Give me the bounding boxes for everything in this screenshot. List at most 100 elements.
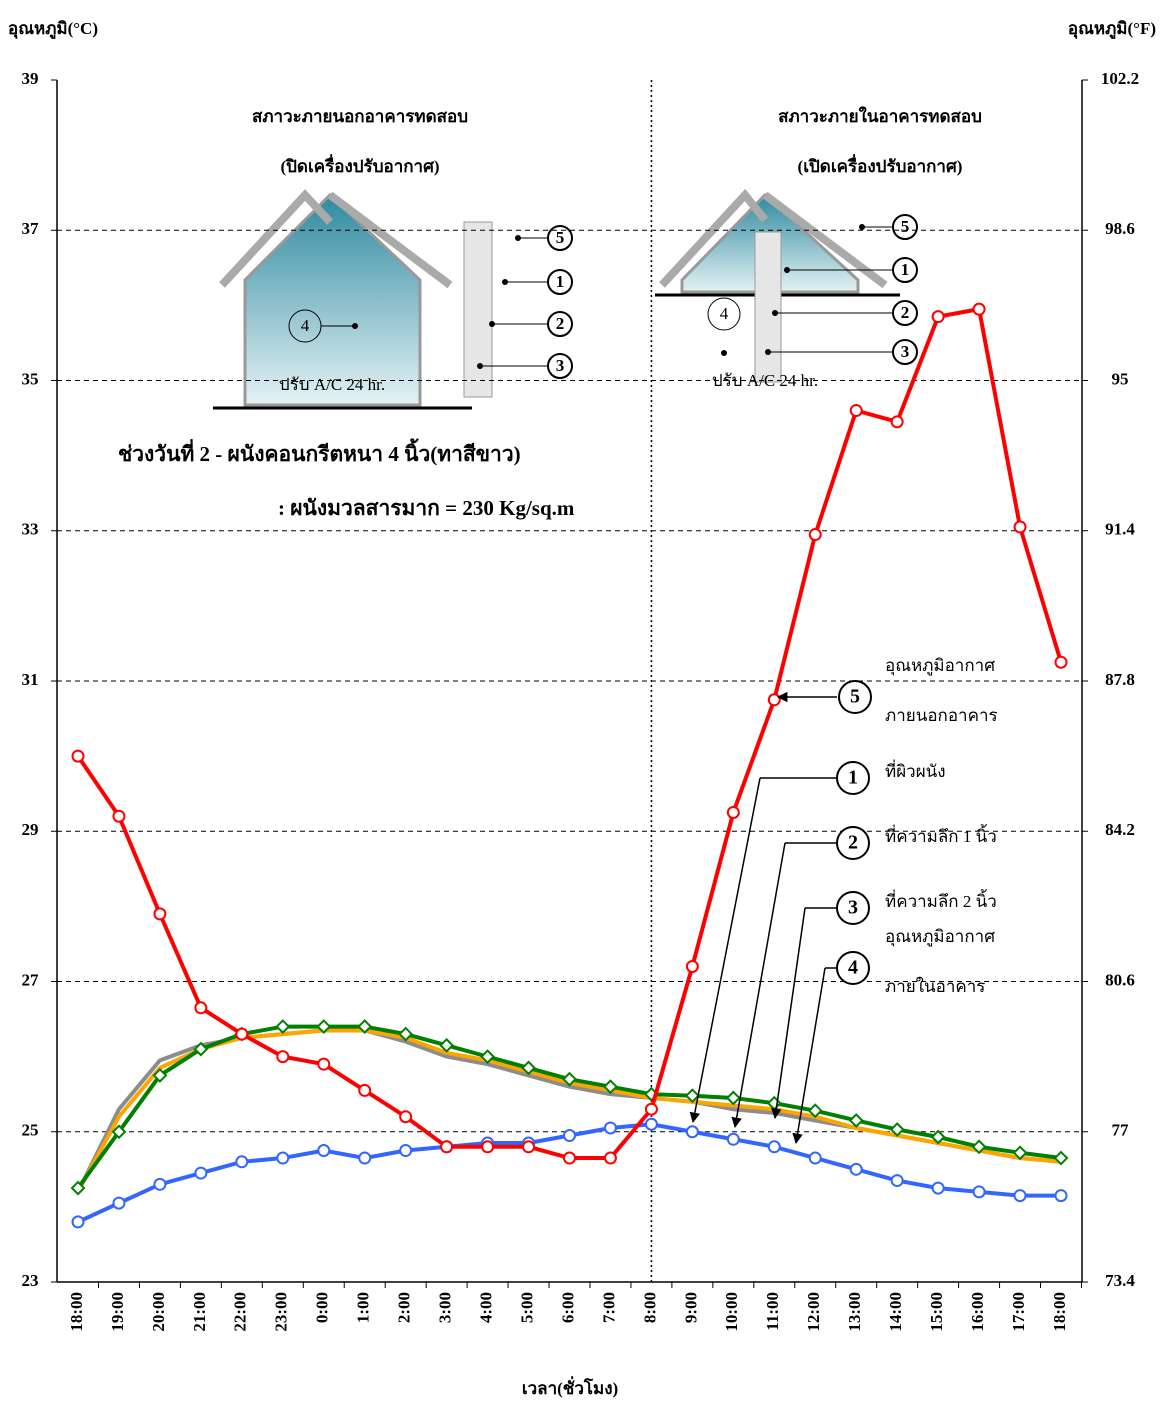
- point: [400, 1145, 411, 1156]
- chart: อุณหภูมิ(°C) อุณหภูมิ(°F) เวลา(ชั่วโมง) …: [0, 0, 1160, 1409]
- x-tick-label: 16:00: [968, 1292, 987, 1332]
- point: [687, 1126, 698, 1137]
- x-tick-label: 10:00: [722, 1292, 741, 1332]
- point: [605, 1122, 616, 1133]
- point: [933, 311, 944, 322]
- legend-number: 5: [850, 686, 860, 708]
- y-tick-label: 27: [22, 970, 40, 989]
- x-axis-label: เวลา(ชั่วโมง): [522, 1376, 618, 1398]
- diagram-number: 1: [556, 272, 565, 291]
- point: [400, 1111, 411, 1122]
- y-tick-label: 39: [22, 69, 39, 88]
- x-tick-label: 14:00: [886, 1292, 905, 1332]
- point: [113, 811, 124, 822]
- point: [359, 1085, 370, 1096]
- diagram-number: 3: [901, 342, 910, 361]
- x-tick-label: 19:00: [108, 1292, 127, 1332]
- point: [974, 1186, 985, 1197]
- y-tick-label: 37: [22, 219, 40, 238]
- x-tick-label: 1:00: [354, 1292, 373, 1323]
- point: [195, 1168, 206, 1179]
- x-tick-label: 15:00: [927, 1292, 946, 1332]
- y2-tick-label: 87.8: [1105, 670, 1135, 689]
- x-tick-label: 18:00: [1050, 1292, 1069, 1332]
- point: [236, 1029, 247, 1040]
- legend-label: อุณหภูมิอากาศ: [885, 656, 995, 676]
- point: [810, 1153, 821, 1164]
- x-tick-label: 0:00: [313, 1292, 332, 1323]
- legend-number: 3: [848, 897, 858, 919]
- x-tick-label: 23:00: [272, 1292, 291, 1332]
- y2-tick-label: 102.2: [1101, 69, 1139, 88]
- y-tick-label: 35: [22, 369, 39, 388]
- point: [892, 416, 903, 427]
- point: [1056, 1190, 1067, 1201]
- point: [974, 304, 985, 315]
- diagram-number: 2: [556, 314, 565, 333]
- callout-arrow: [735, 843, 785, 1127]
- point: [236, 1156, 247, 1167]
- mass-note: : ผนังมวลสารมาก = 230 Kg/sq.m: [278, 496, 575, 520]
- y2-tick-label: 84.2: [1105, 820, 1135, 839]
- y-tick-label: 23: [22, 1271, 39, 1290]
- point: [482, 1141, 493, 1152]
- y2-tick-label: 91.4: [1105, 520, 1135, 539]
- legend-entry: 3 ที่ความลึก 2 นิ้ว: [775, 889, 997, 1118]
- x-tick-label: 7:00: [599, 1292, 618, 1323]
- y2-tick-label: 73.4: [1105, 1271, 1135, 1290]
- diagram-number: 1: [901, 260, 910, 279]
- right-subtitle: (เปิดเครื่องปรับอากาศ): [798, 154, 963, 176]
- ac-label: ปรับ A/C 24 hr.: [279, 375, 385, 394]
- point: [441, 1141, 452, 1152]
- point: [687, 961, 698, 972]
- point: [933, 1183, 944, 1194]
- legend-label: อุณหภูมิอากาศ: [885, 927, 995, 947]
- legend-label: ที่ผิวผนัง: [885, 759, 946, 781]
- y2-tick-label: 80.6: [1105, 970, 1135, 989]
- point: [605, 1153, 616, 1164]
- y2-axis-label: อุณหภูมิ(°F): [1068, 19, 1156, 40]
- legend-label: ที่ความลึก 2 นิ้ว: [885, 889, 997, 911]
- diagram-number: 2: [901, 303, 910, 322]
- y2-tick-label: 95: [1112, 369, 1129, 388]
- x-tick-label: 13:00: [845, 1292, 864, 1332]
- point: [318, 1059, 329, 1070]
- point: [851, 1164, 862, 1175]
- point: [113, 1198, 124, 1209]
- legend-number: 4: [848, 957, 858, 979]
- point: [277, 1051, 288, 1062]
- point: [810, 529, 821, 540]
- period-note: ช่วงวันที่ 2 - ผนังคอนกรีตหนา 4 นิ้ว(ทาส…: [118, 438, 521, 466]
- x-tick-label: 5:00: [517, 1292, 536, 1323]
- legend-label: ภายนอกอาคาร: [885, 706, 998, 725]
- point: [277, 1021, 289, 1033]
- point: [728, 1134, 739, 1145]
- point: [769, 694, 780, 705]
- point: [892, 1175, 903, 1186]
- point: [851, 405, 862, 416]
- x-tick-label: 11:00: [763, 1292, 782, 1331]
- point: [154, 908, 165, 919]
- legend-number: 1: [848, 767, 858, 789]
- outdoor-diagram: 5 1 2 3 4 ปรับ A/C 24 hr.: [213, 195, 572, 408]
- diagram-number: 5: [556, 228, 565, 247]
- x-tick-label: 21:00: [190, 1292, 209, 1332]
- point: [73, 1216, 84, 1227]
- x-tick-label: 22:00: [231, 1292, 250, 1332]
- legend-label: ที่ความลึก 1 นิ้ว: [885, 824, 997, 846]
- x-tick-label: 2:00: [395, 1292, 414, 1323]
- point: [73, 751, 84, 762]
- y-tick-label: 31: [22, 670, 39, 689]
- point: [1015, 1190, 1026, 1201]
- indoor-diagram: 5 1 2 3 4 ปรับ A/C 24 hr.: [655, 195, 917, 390]
- point: [564, 1130, 575, 1141]
- legend-label: ภายในอาคาร: [885, 976, 985, 996]
- callout-arrow: [775, 908, 805, 1118]
- diagram-number: 4: [301, 316, 310, 335]
- callout-arrow: [693, 778, 760, 1122]
- left-subtitle: (ปิดเครื่องปรับอากาศ): [280, 154, 439, 176]
- diagram-number: 3: [556, 356, 565, 375]
- point: [769, 1141, 780, 1152]
- x-tick-label: 4:00: [476, 1292, 495, 1323]
